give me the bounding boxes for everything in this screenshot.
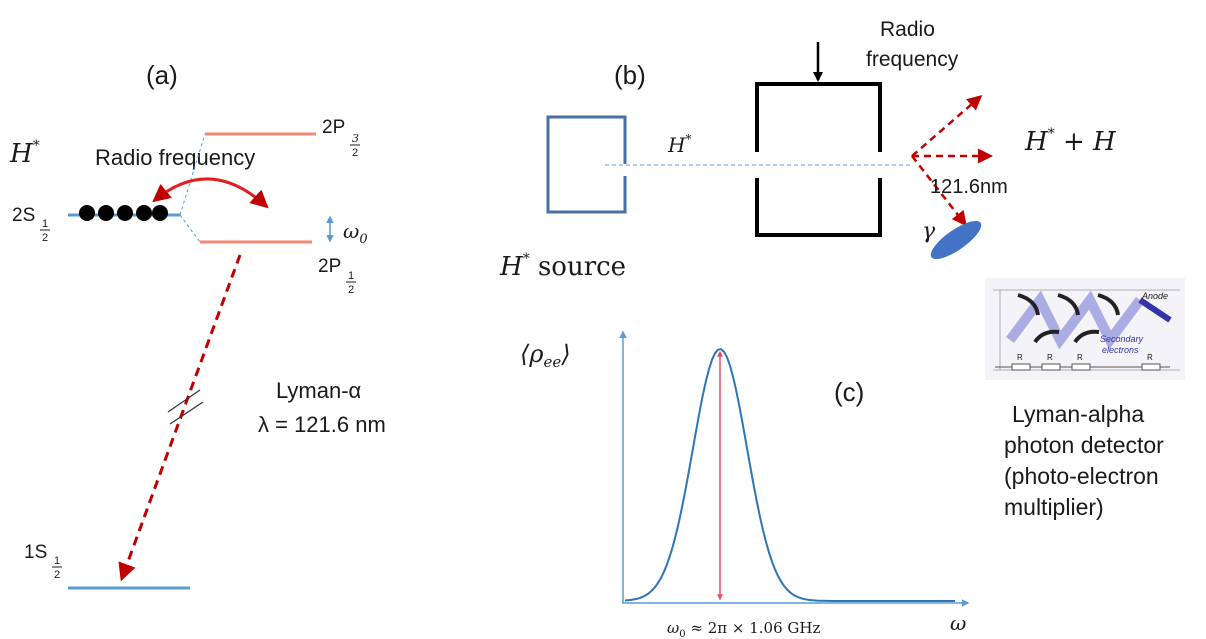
fraction-den: 2 [348,284,354,296]
panel-label: (c) [834,377,864,407]
source-label: H* source [499,251,626,282]
superscript: * [523,251,530,267]
atom [152,205,168,221]
rf-arrow [152,177,269,209]
fraction-num: 3 [352,132,359,145]
subscript: 0 [679,629,685,639]
level-label: 2P 3 2 [322,117,360,159]
inset-label: electrons [1102,345,1139,355]
resistor [1041,363,1061,371]
photon-wavelength: 121.6nm [930,176,1008,198]
inset-label: Anode [1141,291,1168,301]
beam-label: H* [667,132,691,157]
detector-inset: Anode Secondary electrons R R R R [985,278,1185,380]
species: H [9,139,34,169]
products-label: H* + H [1024,126,1117,157]
photon-arrow [911,155,967,227]
level-label: 2S 1 2 [12,205,50,244]
level-label: 1S 1 2 [24,542,62,581]
level-label: 2P 1 2 [318,256,356,296]
symbol: ω [343,219,359,243]
level-name: 2P [322,117,345,138]
subscript: 0 [359,232,367,247]
fraction-den: 2 [42,232,48,244]
panel-label: (a) [146,60,178,90]
dynodes [1017,293,1120,344]
cavity-top [755,82,882,152]
x-axis-label: ω [950,611,966,635]
inset-label: Secondary [1100,334,1144,344]
rf-label: frequency [866,48,959,71]
detector-window [930,220,982,260]
atom [79,205,95,221]
level-name: 1S [24,542,47,563]
break-mark [169,401,204,425]
resonance-curve [624,348,955,602]
species: H [1024,127,1049,157]
rest: source [530,252,626,282]
bracket: ⟨ρ [520,340,543,368]
resistor-label: R [1017,353,1023,362]
cavity-bottom [755,178,882,237]
wavelength-label: λ = 121.6 nm [258,412,386,437]
fraction-den: 2 [352,147,358,159]
atom [98,205,114,221]
fraction-num: 1 [54,555,60,567]
rf-label: Radio frequency [95,145,255,170]
detector-caption: Lyman-alpha [1012,401,1144,427]
splitting-label: ω0 [343,219,368,247]
transition-label: Lyman-α [276,378,362,403]
rf-label: Radio [880,18,935,41]
resistor-label: R [1077,353,1083,362]
detector-caption: photon detector [1004,432,1164,458]
rest: + H [1055,127,1117,157]
superscript: * [685,132,691,146]
detector-caption: multiplier) [1004,494,1104,520]
fraction-den: 2 [54,569,60,581]
species: H [667,133,686,157]
atom [136,205,152,221]
resistor [1141,363,1161,371]
bracket: ⟩ [560,340,570,368]
photon-arrow [911,95,983,157]
resistor [1011,363,1031,371]
level-name: 2P [318,256,341,277]
fraction-num: 1 [348,270,354,282]
photon-label: γ [922,219,936,244]
superscript: * [33,138,40,154]
electron-path [1138,297,1172,323]
level-name: 2S [12,205,35,226]
resistor-label: R [1147,353,1153,362]
symbol: ω [667,619,679,637]
connector [179,214,201,243]
species-label: H* [9,138,40,169]
fraction-num: 1 [42,218,48,230]
species: H [499,252,524,282]
resonance-label: ω0 ≈ 2π × 1.06 GHz [667,619,820,639]
panel-label: (b) [614,60,646,90]
rest: ≈ 2π × 1.06 GHz [686,619,821,637]
resistor [1071,363,1091,371]
detector-caption: (photo-electron [1004,463,1159,489]
atom [117,205,133,221]
subscript: ee [543,353,561,371]
atoms [79,205,168,221]
resistor-label: R [1047,353,1053,362]
superscript: * [1048,126,1055,142]
source-box [546,115,627,214]
y-axis-label: ⟨ρee⟩ [520,340,571,371]
break-mark [167,389,201,413]
